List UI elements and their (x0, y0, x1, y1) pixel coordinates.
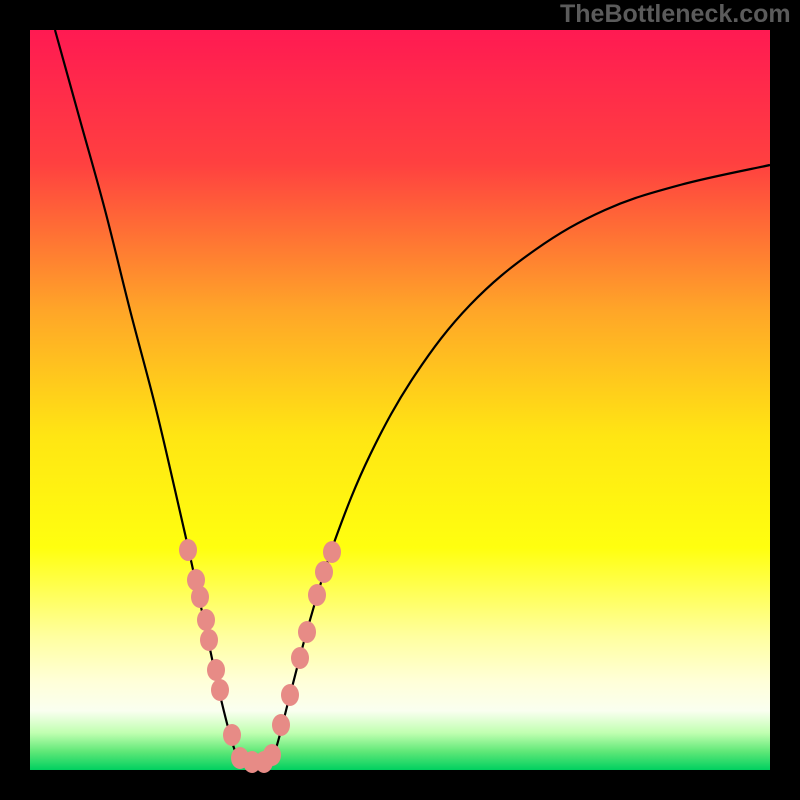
plot-svg (0, 0, 800, 800)
data-marker (211, 679, 229, 701)
data-marker (272, 714, 290, 736)
data-marker (197, 609, 215, 631)
data-marker (200, 629, 218, 651)
data-marker (191, 586, 209, 608)
data-marker (323, 541, 341, 563)
data-marker (223, 724, 241, 746)
data-marker (291, 647, 309, 669)
data-marker (308, 584, 326, 606)
data-marker (298, 621, 316, 643)
watermark-text: TheBottleneck.com (560, 0, 791, 29)
data-marker (281, 684, 299, 706)
data-marker (263, 744, 281, 766)
data-marker (207, 659, 225, 681)
data-marker (315, 561, 333, 583)
data-marker (179, 539, 197, 561)
